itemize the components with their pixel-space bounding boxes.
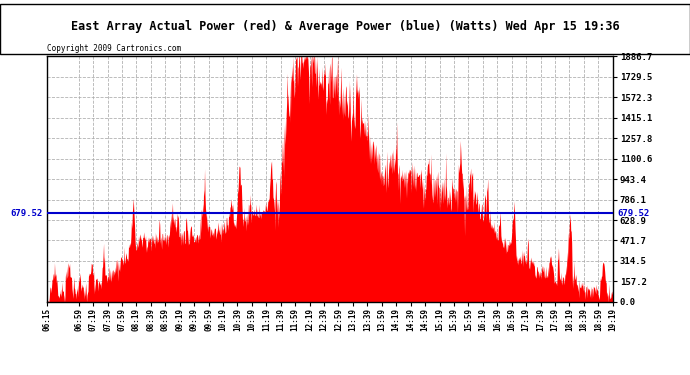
Text: 679.52: 679.52: [10, 209, 43, 218]
Text: East Array Actual Power (red) & Average Power (blue) (Watts) Wed Apr 15 19:36: East Array Actual Power (red) & Average …: [70, 20, 620, 33]
Text: 679.52: 679.52: [617, 209, 649, 218]
Text: Copyright 2009 Cartronics.com: Copyright 2009 Cartronics.com: [47, 44, 181, 53]
